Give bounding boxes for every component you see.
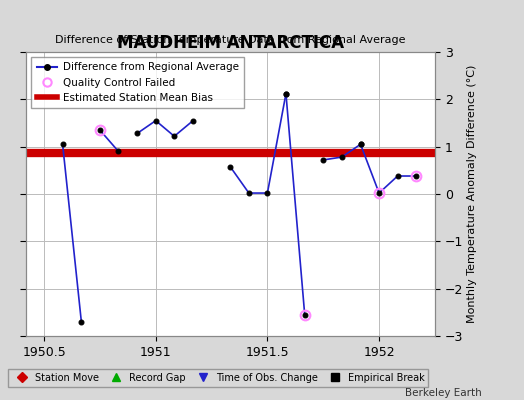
Title: MAUDHEIM ANTARCTICA: MAUDHEIM ANTARCTICA [117,34,344,52]
Text: Berkeley Earth: Berkeley Earth [406,388,482,398]
Text: Difference of Station Temperature Data from Regional Average: Difference of Station Temperature Data f… [56,35,406,45]
Legend: Station Move, Record Gap, Time of Obs. Change, Empirical Break: Station Move, Record Gap, Time of Obs. C… [8,369,428,386]
Y-axis label: Monthly Temperature Anomaly Difference (°C): Monthly Temperature Anomaly Difference (… [467,65,477,323]
